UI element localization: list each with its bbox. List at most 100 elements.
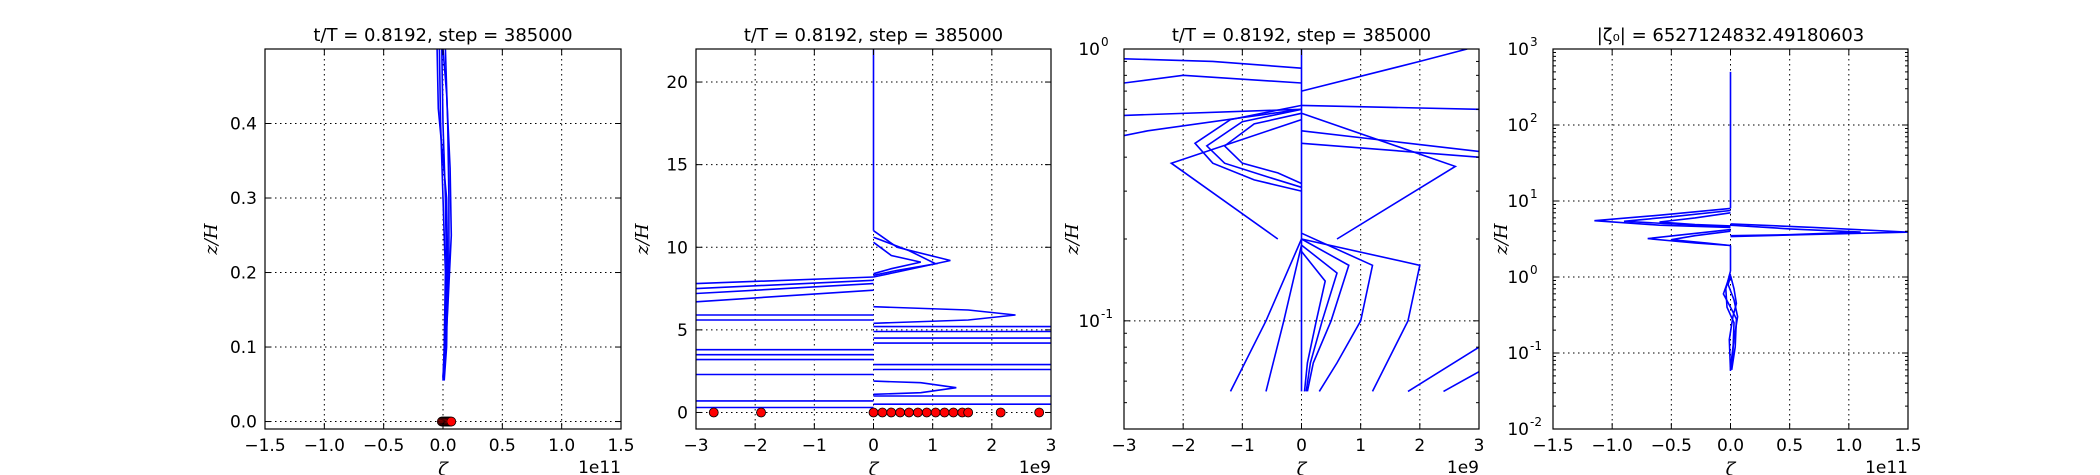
x-tick-label: 0.0 <box>1717 436 1744 456</box>
series-line-21 <box>1443 371 1479 393</box>
y-tick-label: 10 <box>666 238 688 258</box>
data-marker <box>868 407 879 418</box>
x-axis-label: ζ <box>438 459 449 475</box>
x-tick-label: 3 <box>1474 436 1485 456</box>
y-tick-label: 0.0 <box>230 413 257 433</box>
y-tick-label: 0.3 <box>230 189 257 209</box>
y-tick-label: 0 <box>677 403 688 423</box>
data-marker <box>995 407 1006 418</box>
x-tick-label: −1.5 <box>1532 436 1573 456</box>
series-line-22 <box>1229 238 1303 392</box>
x-tick-label: 0 <box>868 436 879 456</box>
series-group <box>696 49 1051 409</box>
y-tick-label: 10 <box>1507 268 1529 288</box>
data-marker <box>921 407 932 418</box>
series-line-4 <box>1659 212 1731 227</box>
x-offset-label: 1e11 <box>578 458 621 475</box>
data-marker <box>1034 407 1045 418</box>
series-line-5 <box>1124 108 1302 137</box>
series-line-4 <box>442 49 453 370</box>
data-marker <box>708 407 719 418</box>
series-line-17 <box>1300 250 1327 392</box>
x-tick-label: 1 <box>927 436 938 456</box>
y-tick-label: 5 <box>677 321 688 341</box>
y-tick-label: 10 <box>1507 420 1529 440</box>
series-line-2 <box>873 230 951 278</box>
series-line-6 <box>1169 118 1302 240</box>
series-line-12 <box>1124 74 1302 84</box>
data-marker <box>912 407 923 418</box>
y-tick-label: 10 <box>1507 116 1529 136</box>
y-axis-label: z/H <box>632 223 653 256</box>
x-tick-label: −0.5 <box>363 436 404 456</box>
x-tick-label: −1 <box>802 436 827 456</box>
series-line-19 <box>1301 238 1421 392</box>
series-line-9 <box>873 305 1016 325</box>
x-tick-label: 0 <box>1296 436 1307 456</box>
grid-lines <box>696 49 1051 429</box>
x-axis-label: ζ <box>1726 459 1737 475</box>
x-offset-label: 1e9 <box>1019 458 1051 475</box>
series-line-9 <box>1301 142 1479 158</box>
data-marker <box>756 407 766 418</box>
x-tick-label: −1 <box>1230 436 1255 456</box>
y-axis-label: z/H <box>201 223 222 256</box>
series-line-4 <box>1223 112 1302 185</box>
y-tick-exponent: 1 <box>1530 187 1538 201</box>
series-line-3 <box>1205 108 1302 189</box>
series-line-20 <box>1407 346 1479 393</box>
x-tick-label: −1.0 <box>1592 436 1633 456</box>
x-tick-label: 1 <box>1355 436 1366 456</box>
series-line-7 <box>1301 112 1458 240</box>
x-tick-label: 2 <box>986 436 997 456</box>
series-line-4 <box>873 241 921 275</box>
y-tick-label: 15 <box>666 156 688 176</box>
y-tick-label: 0.4 <box>230 115 257 135</box>
x-tick-label: 1.5 <box>607 436 634 456</box>
series-line-22 <box>873 380 957 396</box>
chart-title: |ζ₀| = 6527124832.49180603 <box>1597 25 1865 46</box>
x-tick-label: 2 <box>1414 436 1425 456</box>
series-line-7 <box>696 282 874 295</box>
data-marker <box>886 407 897 418</box>
series-line-7 <box>1647 228 1731 247</box>
series-line-13 <box>1728 275 1738 372</box>
x-offset-label: 1e11 <box>1865 458 1908 475</box>
marker-group <box>436 416 457 427</box>
chart-title: t/T = 0.8192, step = 385000 <box>1172 25 1431 46</box>
grid-lines <box>265 49 621 429</box>
x-tick-label: −1.5 <box>244 436 285 456</box>
x-tick-label: −3 <box>683 436 708 456</box>
x-offset-label: 1e9 <box>1447 458 1479 475</box>
y-tick-label: 20 <box>666 73 688 93</box>
series-line-8 <box>1301 130 1479 153</box>
series-group <box>1124 49 1479 393</box>
y-tick-exponent: 2 <box>1530 111 1538 125</box>
y-tick-label: 10 <box>1507 192 1529 212</box>
y-tick-exponent: 3 <box>1530 35 1538 49</box>
y-tick-label: 0.2 <box>230 264 257 284</box>
x-axis-label: ζ <box>869 459 880 475</box>
y-tick-label: 10 <box>1507 344 1529 364</box>
x-axis-label: ζ <box>1297 459 1308 475</box>
chart-title: t/T = 0.8192, step = 385000 <box>744 25 1003 46</box>
x-tick-label: 1.5 <box>1894 436 1921 456</box>
series-line-10 <box>1301 104 1479 111</box>
x-tick-label: 0.0 <box>429 436 456 456</box>
series-line-14 <box>1124 108 1302 117</box>
series-line-11 <box>1301 49 1468 92</box>
series-group <box>436 49 453 381</box>
data-marker <box>446 416 457 427</box>
chart-panel-2: −3 −2 −1 0 1 2 3 0 5 10 15 20 t/T = 0.8192, step = 3… <box>632 25 1056 475</box>
data-marker <box>877 407 888 418</box>
series-line-5 <box>696 276 874 285</box>
x-tick-label: −1.0 <box>304 436 345 456</box>
series-line-8 <box>696 289 874 303</box>
data-marker <box>939 407 950 418</box>
data-marker <box>895 407 906 418</box>
y-tick-exponent: -2 <box>1530 415 1542 429</box>
x-tick-label: 1.0 <box>1835 436 1862 456</box>
